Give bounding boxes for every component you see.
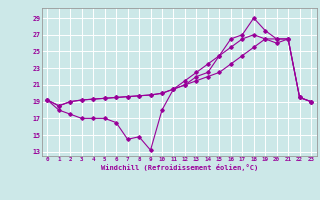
X-axis label: Windchill (Refroidissement éolien,°C): Windchill (Refroidissement éolien,°C) (100, 164, 258, 171)
